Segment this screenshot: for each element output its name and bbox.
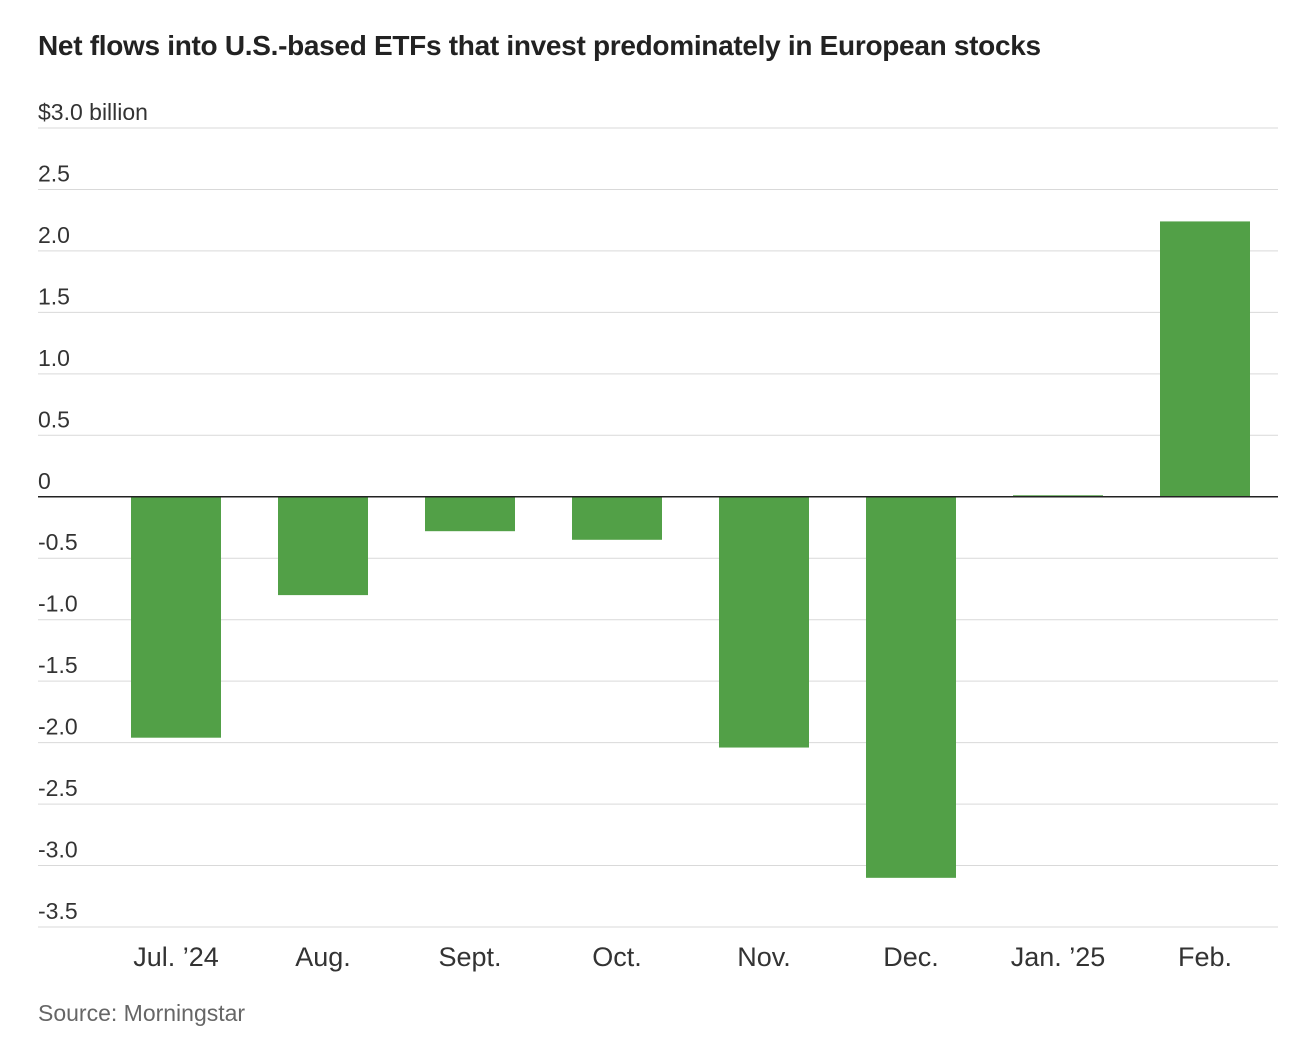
bar xyxy=(131,496,221,738)
y-tick-label: -3.0 xyxy=(38,837,78,863)
bars xyxy=(131,221,1250,878)
bar xyxy=(278,496,368,596)
y-tick-label: -0.5 xyxy=(38,529,78,555)
y-tick-label: -1.0 xyxy=(38,591,78,617)
y-tick-label: 2.5 xyxy=(38,160,70,186)
x-category-label: Jan. ’25 xyxy=(1011,942,1106,972)
bar xyxy=(425,496,515,532)
x-category-label: Nov. xyxy=(737,942,791,972)
y-tick-label: -3.5 xyxy=(38,898,78,924)
x-category-label: Aug. xyxy=(295,942,351,972)
y-tick-label: $3.0 billion xyxy=(38,99,148,125)
x-category-label: Feb. xyxy=(1178,942,1232,972)
chart-title: Net flows into U.S.-based ETFs that inve… xyxy=(38,30,1041,61)
gridlines xyxy=(38,127,1278,928)
x-category-label: Dec. xyxy=(883,942,939,972)
x-category-label: Jul. ’24 xyxy=(133,942,219,972)
bar xyxy=(1160,221,1250,497)
y-axis-tick-labels: $3.0 billion 2.5 2.0 1.5 1.0 0.5 0 -0.5 -1.0 -1.5… xyxy=(38,99,148,924)
y-tick-label: -2.5 xyxy=(38,775,78,801)
y-tick-label: -1.5 xyxy=(38,652,78,678)
y-tick-label: 0 xyxy=(38,468,51,494)
bar xyxy=(719,496,809,748)
x-category-label: Oct. xyxy=(592,942,642,972)
y-tick-label: 2.0 xyxy=(38,222,70,248)
y-tick-label: 1.0 xyxy=(38,345,70,371)
source-note: Source: Morningstar xyxy=(38,1000,246,1026)
y-tick-label: -2.0 xyxy=(38,714,78,740)
bar xyxy=(866,496,956,878)
x-category-label: Sept. xyxy=(438,942,501,972)
bar xyxy=(572,496,662,540)
x-axis-category-labels: Jul. ’24 Aug. Sept. Oct. Nov. Dec. Jan. ’25 Feb… xyxy=(133,942,1232,972)
y-tick-label: 1.5 xyxy=(38,283,70,309)
y-tick-label: 0.5 xyxy=(38,406,70,432)
